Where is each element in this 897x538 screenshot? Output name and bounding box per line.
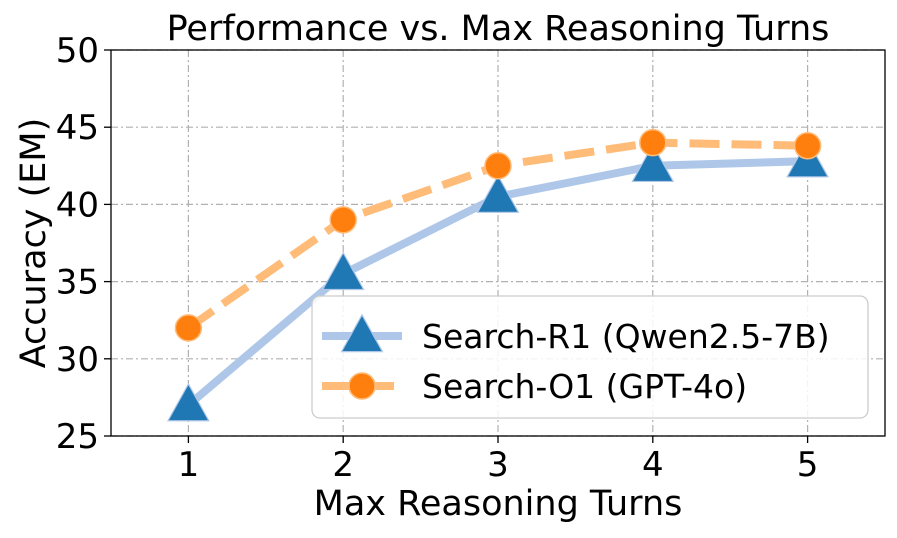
legend-entry: Search-R1 (Qwen2.5-7B) bbox=[322, 313, 830, 356]
data-point bbox=[793, 131, 822, 160]
y-tick-label: 40 bbox=[56, 185, 99, 225]
chart-title: Performance vs. Max Reasoning Turns bbox=[167, 9, 830, 49]
y-tick-label: 25 bbox=[56, 417, 99, 457]
y-tick-label: 50 bbox=[56, 31, 99, 71]
data-point bbox=[166, 382, 210, 422]
x-tick-label: 2 bbox=[332, 445, 354, 485]
legend-label: Search-O1 (GPT-4o) bbox=[422, 367, 747, 406]
series-1 bbox=[166, 138, 830, 422]
legend-marker bbox=[340, 313, 384, 353]
data-point bbox=[329, 206, 357, 234]
y-tick-label: 45 bbox=[56, 108, 99, 148]
plot-frame bbox=[110, 49, 886, 437]
y-axis-ticks: 25 30 35 40 45 50 bbox=[56, 31, 111, 457]
data-point bbox=[631, 143, 675, 183]
legend: Search-R1 (Qwen2.5-7B) Search-O1 (GPT-4o) bbox=[311, 295, 869, 419]
y-axis-label: Accuracy (EM) bbox=[14, 118, 54, 369]
legend-box bbox=[311, 295, 869, 419]
data-point bbox=[484, 152, 512, 180]
data-point bbox=[321, 251, 365, 291]
legend-label: Search-R1 (Qwen2.5-7B) bbox=[422, 317, 830, 356]
x-tick-label: 1 bbox=[178, 445, 200, 485]
data-point bbox=[639, 128, 667, 157]
data-point bbox=[476, 174, 520, 213]
x-tick-label: 5 bbox=[797, 445, 819, 485]
legend-entry: Search-O1 (GPT-4o) bbox=[322, 367, 747, 406]
series-2 bbox=[174, 128, 822, 342]
x-axis-label: Max Reasoning Turns bbox=[314, 484, 683, 524]
y-tick-label: 35 bbox=[56, 263, 99, 303]
x-tick-label: 4 bbox=[642, 445, 664, 485]
x-tick-label: 3 bbox=[487, 445, 509, 485]
x-axis-ticks: 1 2 3 4 5 bbox=[178, 436, 819, 485]
series-layer bbox=[166, 128, 830, 422]
data-point bbox=[174, 314, 203, 342]
legend-marker bbox=[348, 372, 376, 400]
y-tick-label: 30 bbox=[56, 340, 99, 380]
